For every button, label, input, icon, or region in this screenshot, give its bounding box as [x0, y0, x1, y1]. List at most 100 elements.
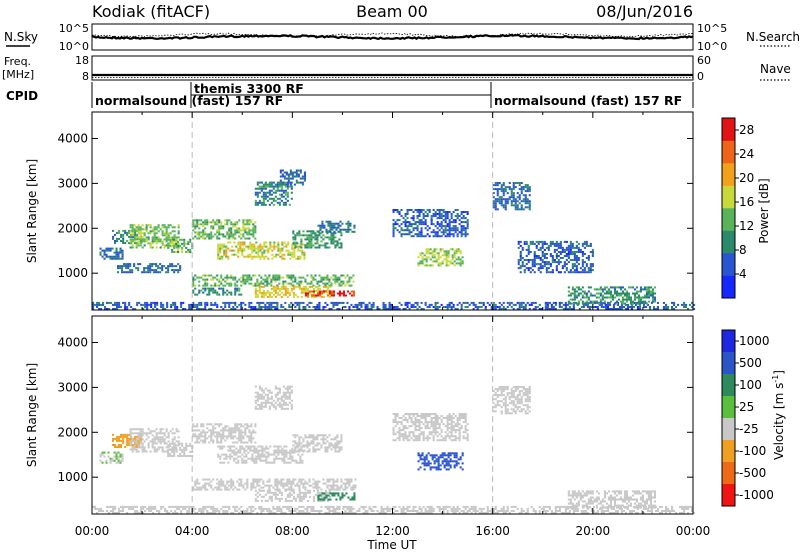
power-cell: [613, 290, 616, 293]
velocity-cell: [172, 505, 175, 508]
power-cell: [420, 233, 423, 236]
power-cell: [437, 256, 440, 259]
velocity-cell: [161, 436, 164, 439]
power-cell: [108, 301, 111, 304]
velocity-cell: [291, 451, 294, 454]
power-cell: [331, 226, 334, 229]
power-cell: [341, 228, 344, 231]
power-cell: [272, 185, 275, 188]
power-cell: [303, 255, 306, 258]
velocity-cell: [162, 505, 165, 508]
power-cell: [244, 219, 247, 222]
power-cell: [204, 306, 207, 309]
power-cell: [545, 261, 548, 264]
velocity-cell: [608, 512, 611, 515]
power-cell: [433, 248, 436, 251]
power-cell: [520, 208, 523, 211]
power-cell: [262, 197, 265, 200]
velocity-cell: [322, 434, 325, 437]
velocity-cell: [299, 461, 302, 464]
velocity-cell: [192, 488, 195, 491]
velocity-cell: [285, 461, 288, 464]
power-cell: [451, 248, 454, 251]
power-cell: [454, 229, 457, 232]
power-cell: [194, 306, 197, 309]
velocity-cell: [538, 510, 541, 513]
power-cell: [181, 251, 184, 254]
power-cell: [520, 182, 523, 185]
velocity-cell: [289, 449, 292, 452]
power-cell: [523, 269, 526, 272]
power-cell: [254, 225, 257, 228]
power-cell: [218, 231, 221, 234]
velocity-cell: [614, 510, 617, 513]
velocity-cell: [142, 507, 145, 510]
power-cell: [236, 223, 239, 226]
power-cell: [518, 208, 521, 211]
power-cell: [637, 298, 640, 301]
power-cell: [566, 308, 569, 311]
power-cell: [255, 241, 258, 244]
power-cell: [216, 284, 219, 287]
velocity-cell: [216, 437, 219, 440]
velocity-cell: [190, 505, 193, 508]
power-cell: [281, 255, 284, 258]
power-cell: [170, 306, 173, 309]
velocity-cell: [286, 505, 289, 508]
velocity-cell: [245, 455, 248, 458]
velocity-cell: [219, 447, 222, 450]
power-cell: [210, 233, 213, 236]
power-cell: [354, 303, 357, 306]
power-cell: [322, 295, 325, 298]
power-cell: [336, 303, 339, 306]
power-cell: [448, 219, 451, 222]
power-cell: [449, 262, 452, 265]
power-cell: [210, 227, 213, 230]
velocity-cell: [165, 428, 168, 431]
power-cell: [440, 235, 443, 238]
velocity-cell: [281, 451, 284, 454]
power-cell: [240, 301, 243, 304]
power-cell: [577, 246, 580, 249]
velocity-cell: [277, 445, 280, 448]
power-cell: [332, 274, 335, 277]
power-cell: [406, 306, 409, 309]
velocity-cell: [510, 505, 513, 508]
power-cell: [281, 249, 284, 252]
velocity-cell: [282, 512, 285, 515]
velocity-cell: [206, 488, 209, 491]
velocity-cell: [196, 429, 199, 432]
power-cell: [589, 242, 592, 245]
velocity-cell: [137, 444, 140, 447]
power-cell: [545, 253, 548, 256]
velocity-cell: [324, 446, 327, 449]
power-cell: [242, 301, 245, 304]
power-cell: [268, 203, 271, 206]
power-cell: [262, 295, 265, 298]
power-cell: [404, 223, 407, 226]
power-cell: [572, 303, 575, 306]
power-cell: [202, 278, 205, 281]
power-cell: [308, 246, 311, 249]
power-cell: [336, 276, 339, 279]
velocity-cell: [170, 505, 173, 508]
velocity-cell: [308, 444, 311, 447]
velocity-cell: [128, 444, 131, 447]
velocity-cell: [502, 512, 505, 515]
power-cell: [543, 242, 546, 245]
power-cell: [228, 276, 231, 279]
power-cell: [150, 301, 153, 304]
power-cell: [575, 296, 578, 299]
power-cell: [406, 209, 409, 212]
velocity-cell: [240, 425, 243, 428]
power-cell: [326, 242, 329, 245]
velocity-cell: [261, 445, 264, 448]
power-cell: [253, 243, 256, 246]
velocity-cell: [137, 432, 140, 435]
power-cell: [620, 308, 623, 311]
velocity-cell: [232, 429, 235, 432]
power-cell: [462, 301, 465, 304]
power-cell: [139, 234, 142, 237]
power-cell: [210, 221, 213, 224]
velocity-cell: [302, 512, 305, 515]
